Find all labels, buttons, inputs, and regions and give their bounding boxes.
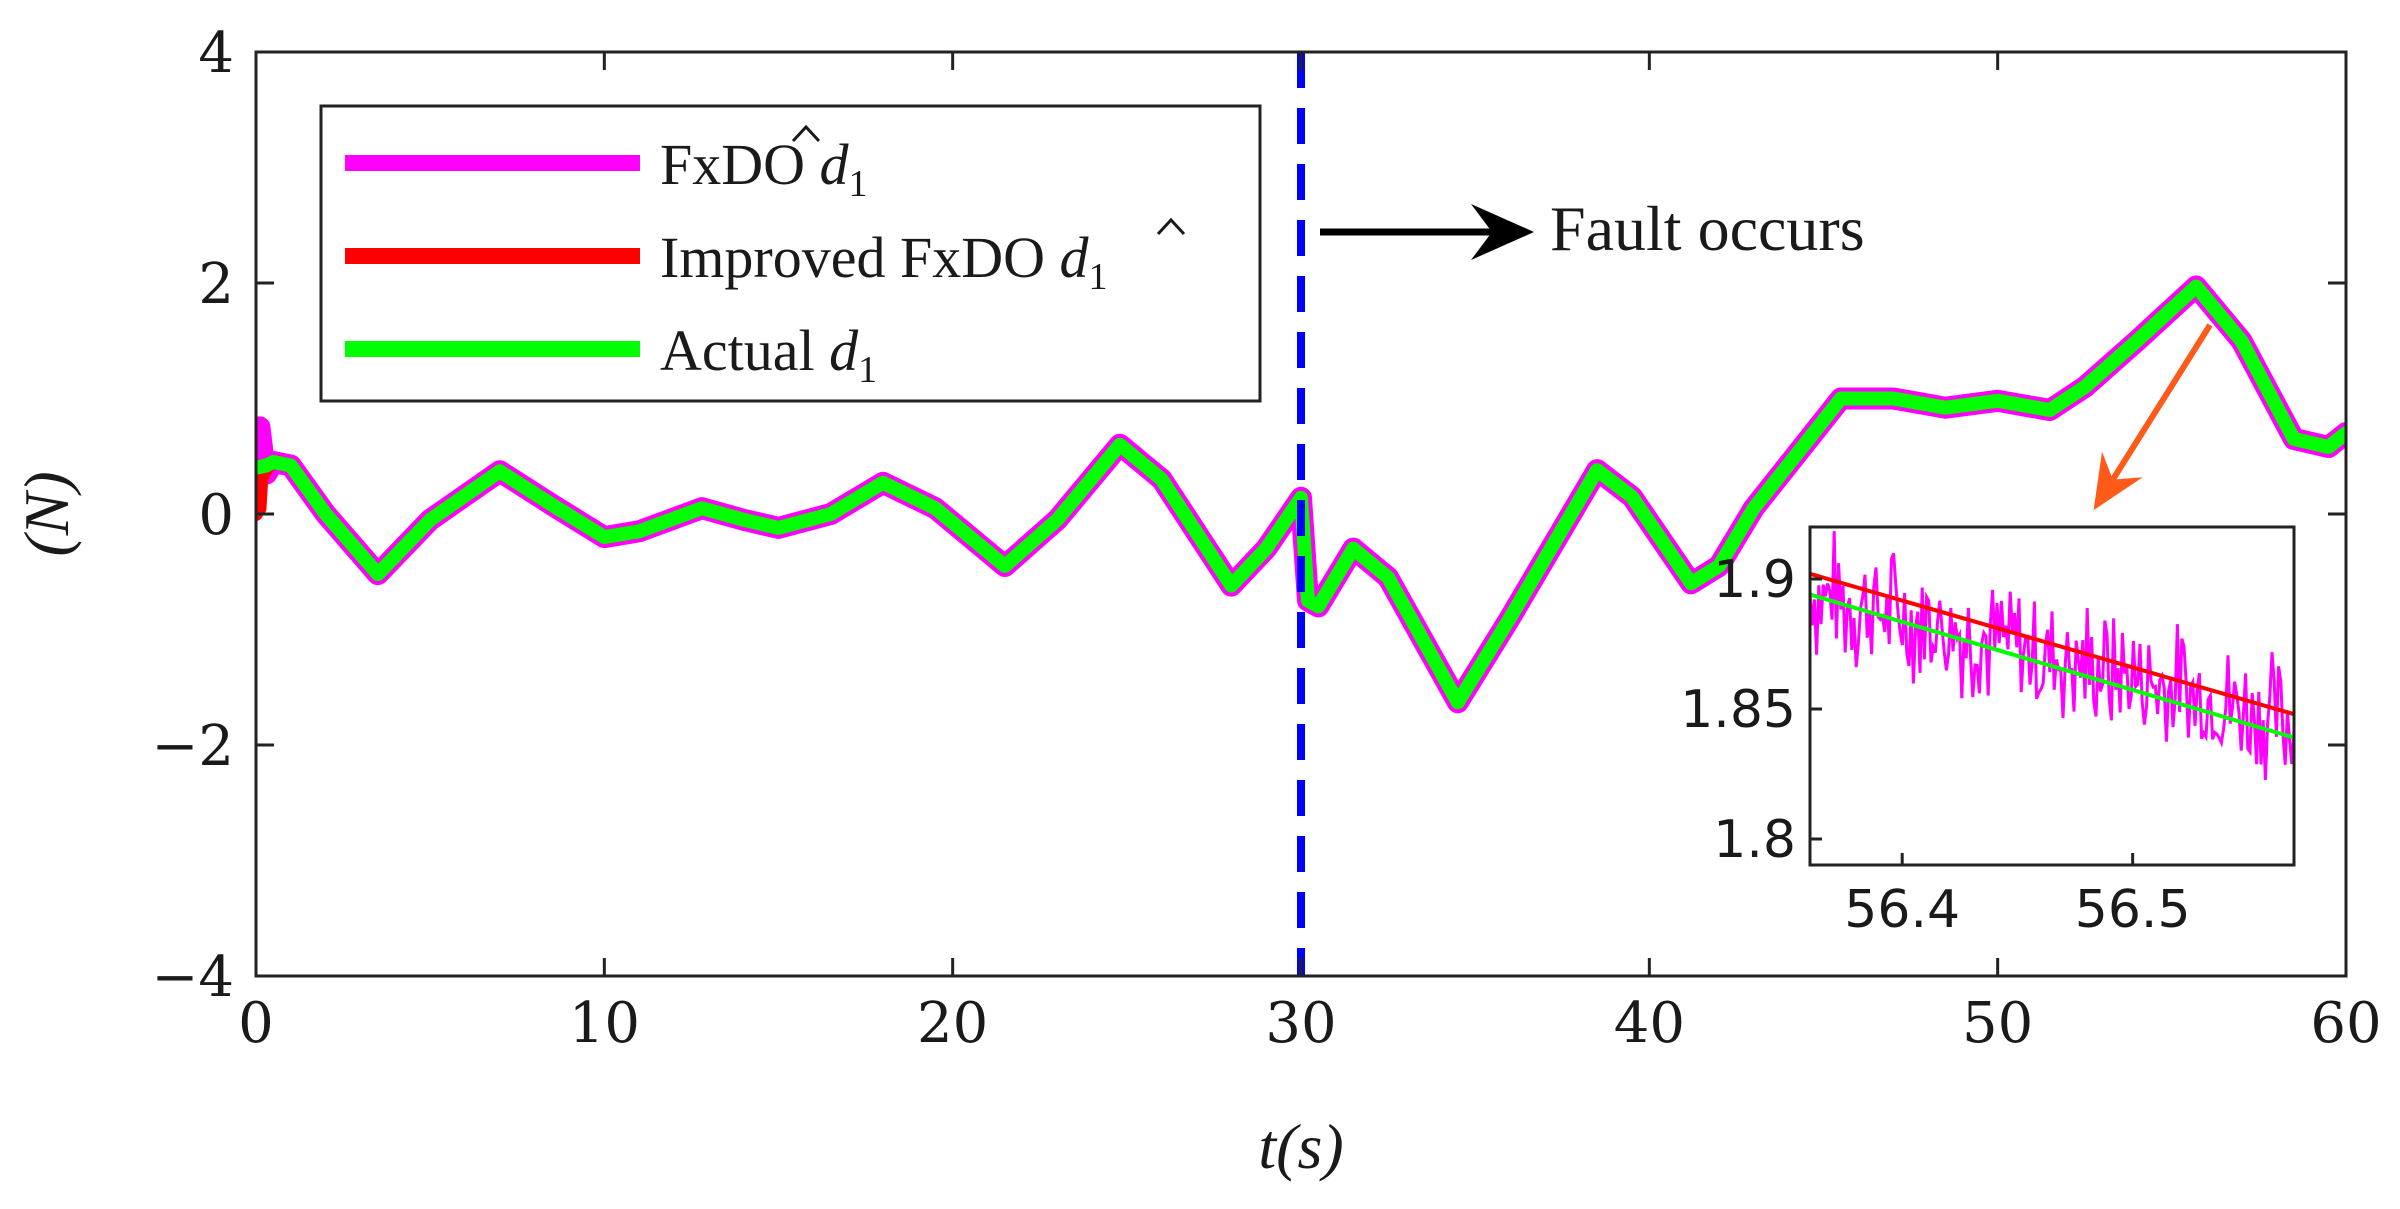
inset-chart: 56.4 56.5 1.9 1.85 1.8 bbox=[1680, 525, 2296, 940]
x-tick-label: 20 bbox=[917, 991, 988, 1056]
x-axis-ticks: 0 10 20 30 40 50 60 bbox=[238, 52, 2382, 1056]
x-tick-label: 60 bbox=[2310, 991, 2381, 1056]
legend-label-actual: Actual d1 bbox=[660, 318, 877, 391]
y-axis-label: (N) bbox=[11, 471, 82, 556]
inset-y-ticks: 1.9 1.85 1.8 bbox=[1680, 550, 1822, 870]
zoom-arrow bbox=[2093, 323, 2213, 511]
inset-frame bbox=[1808, 525, 2296, 867]
inset-x-tick-label: 56.5 bbox=[2075, 880, 2191, 940]
legend: FxDO d1 Improved FxDO d1 Actual d1 bbox=[319, 104, 1262, 403]
x-tick-label: 40 bbox=[1614, 991, 1685, 1056]
y-tick-label: −2 bbox=[151, 714, 234, 779]
inset-x-ticks: 56.4 56.5 bbox=[1844, 853, 2191, 940]
fault-annotation: Fault occurs bbox=[1550, 193, 1865, 264]
inset-y-tick-label: 1.8 bbox=[1713, 810, 1796, 870]
inset-series-group bbox=[1810, 531, 2294, 781]
inset-x-tick-label: 56.4 bbox=[1844, 880, 1960, 940]
inset-fxdo-line bbox=[1810, 531, 2294, 781]
main-series-group bbox=[256, 275, 2346, 714]
inset-background bbox=[1810, 527, 2294, 865]
x-tick-label: 30 bbox=[1265, 991, 1336, 1056]
series-line-2 bbox=[256, 279, 2346, 710]
inset-y-tick-label: 1.9 bbox=[1713, 550, 1796, 610]
inset-y-tick-label: 1.85 bbox=[1680, 680, 1796, 740]
x-axis-label: t(s) bbox=[1258, 1111, 1343, 1182]
y-axis-ticks: 4 2 0 −2 −4 bbox=[151, 21, 2346, 1010]
inset-actual-line bbox=[1810, 592, 2294, 740]
legend-label-fxdo: FxDO d1 bbox=[660, 132, 868, 205]
y-tick-label: 2 bbox=[198, 252, 234, 317]
legend-hat-improved-fxdo bbox=[1156, 217, 1186, 236]
legend-label-improved-fxdo: Improved FxDO d1 bbox=[660, 225, 1108, 298]
x-tick-label: 10 bbox=[569, 991, 640, 1056]
inset-improved-line bbox=[1810, 571, 2294, 717]
y-tick-label: 4 bbox=[198, 21, 234, 86]
legend-hat-fxdo bbox=[791, 124, 821, 143]
y-tick-label: 0 bbox=[198, 483, 234, 548]
x-tick-label: 0 bbox=[238, 991, 274, 1056]
y-tick-label: −4 bbox=[151, 945, 234, 1010]
x-tick-label: 50 bbox=[1962, 991, 2033, 1056]
